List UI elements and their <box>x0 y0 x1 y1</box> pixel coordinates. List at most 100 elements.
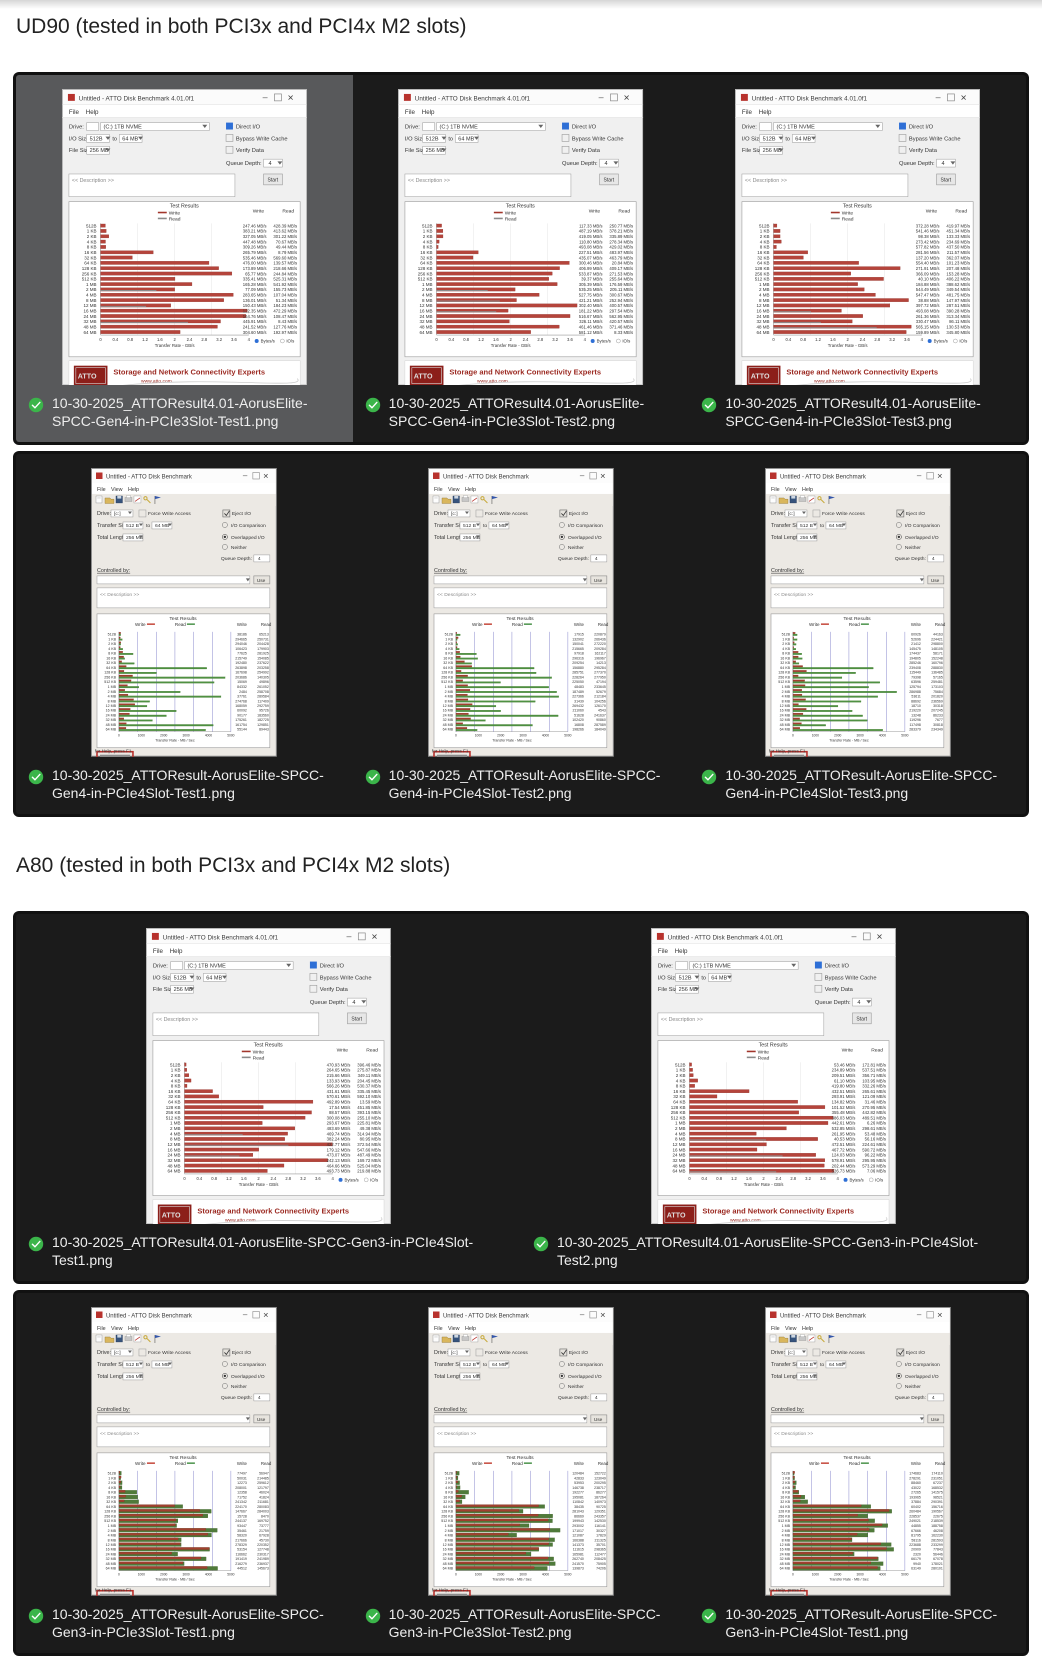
svg-text:Queue Depth:: Queue Depth: <box>815 1000 851 1006</box>
svg-text:Transfer Rate - MB / Sec: Transfer Rate - MB / Sec <box>156 739 196 743</box>
svg-text:147.97 MB/s: 147.97 MB/s <box>947 298 971 303</box>
svg-text:Untitled - ATTO Disk Benchmark: Untitled - ATTO Disk Benchmark <box>443 1314 529 1320</box>
svg-text:1.6: 1.6 <box>746 1176 752 1181</box>
svg-text:489.51 MB/s: 489.51 MB/s <box>862 1116 886 1121</box>
svg-text:Verify Data: Verify Data <box>236 148 265 154</box>
svg-text:419.80 MB/s: 419.80 MB/s <box>832 1084 856 1089</box>
svg-text:288830: 288830 <box>931 666 943 670</box>
svg-text:Untitled - ATTO Disk Benchmark: Untitled - ATTO Disk Benchmark <box>443 475 529 481</box>
svg-text:383.21 MB/s: 383.21 MB/s <box>243 229 267 234</box>
svg-text:1 KB: 1 KB <box>171 1068 181 1073</box>
svg-text:Eject I/O: Eject I/O <box>569 511 588 517</box>
svg-text:512B: 512B <box>108 1472 117 1476</box>
svg-text:274768: 274768 <box>236 700 248 704</box>
svg-text:24 MB: 24 MB <box>443 714 454 718</box>
svg-text:73777: 73777 <box>260 1524 270 1528</box>
svg-text:121797: 121797 <box>258 1486 270 1490</box>
svg-text:199943: 199943 <box>572 1520 584 1524</box>
svg-text:181.22 MB/s: 181.22 MB/s <box>579 308 603 313</box>
svg-text:1 MB: 1 MB <box>781 685 790 689</box>
svg-text:128 KB: 128 KB <box>778 1510 790 1514</box>
svg-text:8 KB: 8 KB <box>782 1491 790 1495</box>
svg-text:✕: ✕ <box>371 933 378 942</box>
svg-text:90177: 90177 <box>238 714 248 718</box>
svg-text:[c:]: [c:] <box>788 511 795 517</box>
svg-text:512 KB: 512 KB <box>671 1116 686 1121</box>
svg-text:202.44 MB/s: 202.44 MB/s <box>832 1163 856 1168</box>
svg-text:512B: 512B <box>781 633 790 637</box>
svg-text:16 KB: 16 KB <box>673 1089 685 1094</box>
svg-text:4 KB: 4 KB <box>760 239 770 244</box>
svg-text:Bypass Write Cache: Bypass Write Cache <box>320 976 372 982</box>
svg-text:284003: 284003 <box>258 1510 270 1514</box>
svg-text:✕: ✕ <box>287 93 294 102</box>
svg-text:35461: 35461 <box>238 1529 248 1533</box>
svg-text:Drive:: Drive: <box>69 125 84 131</box>
svg-text:304.60 MB/s: 304.60 MB/s <box>243 330 267 335</box>
svg-text:512B: 512B <box>422 223 433 228</box>
svg-text:1.2: 1.2 <box>731 1176 737 1181</box>
svg-text:for Help, press F1: for Help, press F1 <box>769 749 806 754</box>
svg-text:17.54 MB/s: 17.54 MB/s <box>329 1105 350 1110</box>
svg-text:Drive:: Drive: <box>405 125 420 131</box>
svg-text:259612: 259612 <box>258 1482 270 1486</box>
svg-text:2 KB: 2 KB <box>109 1482 117 1486</box>
svg-text:16 MB: 16 MB <box>106 709 117 713</box>
svg-text:512 KB: 512 KB <box>755 277 770 282</box>
svg-text:256 KB: 256 KB <box>778 1515 790 1519</box>
svg-text:53953: 53953 <box>574 1482 584 1486</box>
svg-text:469.74 MB/s: 469.74 MB/s <box>327 1132 351 1137</box>
svg-text:77843: 77843 <box>933 1548 943 1552</box>
svg-text:419.97 MB/s: 419.97 MB/s <box>947 223 971 228</box>
svg-text:512 KB: 512 KB <box>105 1520 117 1524</box>
svg-text:293.67 MB/s: 293.67 MB/s <box>327 1121 351 1126</box>
svg-text:24 MB: 24 MB <box>106 714 117 718</box>
svg-text:4: 4 <box>595 1395 598 1401</box>
svg-text:65.77 MB/s: 65.77 MB/s <box>245 271 266 276</box>
svg-text:32 KB: 32 KB <box>84 255 96 260</box>
svg-text:209284: 209284 <box>594 647 606 651</box>
svg-text:265.61 MB/s: 265.61 MB/s <box>862 1089 886 1094</box>
svg-text:Untitled - ATTO Disk Benchmark: Untitled - ATTO Disk Benchmark 4.01.0f1 <box>668 935 784 942</box>
svg-text:292759: 292759 <box>258 704 270 708</box>
svg-text:192.97 MB/s: 192.97 MB/s <box>273 330 297 335</box>
svg-text:16 MB: 16 MB <box>672 1147 685 1152</box>
svg-text:Bytes/s: Bytes/s <box>597 338 611 343</box>
svg-text:269432: 269432 <box>572 704 584 708</box>
svg-text:Neither: Neither <box>905 545 921 551</box>
svg-text:Verify Data: Verify Data <box>320 987 349 993</box>
svg-text:128 KB: 128 KB <box>671 1105 686 1110</box>
svg-text:98.38 MB/s: 98.38 MB/s <box>918 234 939 239</box>
svg-text:I/O Comparison: I/O Comparison <box>231 523 266 529</box>
svg-text:228537: 228537 <box>909 1515 921 1519</box>
svg-text:2.8: 2.8 <box>790 1176 796 1181</box>
svg-text:8 MB: 8 MB <box>108 1539 117 1543</box>
svg-text:63149: 63149 <box>911 1567 921 1571</box>
svg-text:for Help, press F1: for Help, press F1 <box>432 749 469 754</box>
svg-text:57165: 57165 <box>933 676 943 680</box>
svg-text:168532: 168532 <box>931 1486 943 1490</box>
svg-text:38435: 38435 <box>574 1505 584 1509</box>
svg-text:Read: Read <box>282 209 294 215</box>
svg-text:451.34 MB/s: 451.34 MB/s <box>947 229 971 234</box>
svg-text:156880: 156880 <box>572 666 584 670</box>
svg-text:241989: 241989 <box>258 1558 270 1562</box>
svg-text:283379: 283379 <box>909 728 921 732</box>
svg-text:52679: 52679 <box>596 690 606 694</box>
svg-text:164.76 MB/s: 164.76 MB/s <box>243 314 267 319</box>
svg-text:390.28 MB/s: 390.28 MB/s <box>947 308 971 313</box>
svg-text:Drive:: Drive: <box>153 964 168 970</box>
svg-text:148105: 148105 <box>931 647 943 651</box>
svg-text:16 MB: 16 MB <box>83 308 96 313</box>
svg-text:for Help, press F1: for Help, press F1 <box>432 1588 469 1593</box>
svg-text:512 KB: 512 KB <box>81 277 96 282</box>
svg-text:512 B: 512 B <box>800 1362 814 1368</box>
svg-text:File: File <box>771 1326 780 1332</box>
svg-text:1000: 1000 <box>811 1573 818 1577</box>
svg-text:Use: Use <box>257 578 266 584</box>
svg-text:483.97 MB/s: 483.97 MB/s <box>610 250 634 255</box>
svg-text:117.33 MB/s: 117.33 MB/s <box>580 223 603 228</box>
svg-text:ATTO: ATTO <box>751 373 770 381</box>
svg-text:64 MB: 64 MB <box>443 728 454 732</box>
svg-text:(C:) 1TB NVME: (C:) 1TB NVME <box>188 964 227 970</box>
